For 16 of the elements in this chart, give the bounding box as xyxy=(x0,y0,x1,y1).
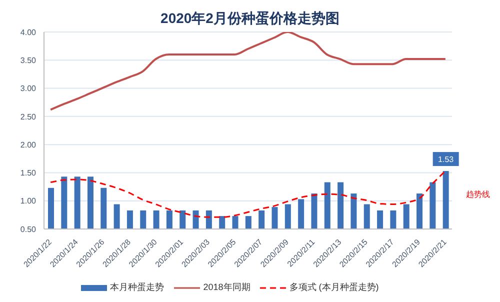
y-tick-label: 0.50 xyxy=(20,224,37,234)
chart-title: 2020年2月份种蛋价格走势图 xyxy=(160,9,340,28)
y-tick-label: 3.50 xyxy=(20,56,37,65)
legend-label: 2018年同期 xyxy=(203,281,250,294)
legend-label: 多项式 (本月种蛋走势) xyxy=(289,281,379,294)
y-tick-label: 4.00 xyxy=(20,28,37,37)
line-series xyxy=(50,32,446,111)
y-tick-label: 2.00 xyxy=(20,140,37,150)
y-tick-label: 1.50 xyxy=(20,168,37,178)
y-tick-label: 2.50 xyxy=(20,112,37,122)
y-tick-label: 3.00 xyxy=(20,84,37,94)
legend-label: 本月种蛋走势 xyxy=(110,281,164,294)
data-label: 1.53 xyxy=(438,155,454,164)
y-tick-label: 1.00 xyxy=(20,196,37,206)
note: 趋势线 xyxy=(466,189,490,200)
line-series xyxy=(50,170,446,218)
